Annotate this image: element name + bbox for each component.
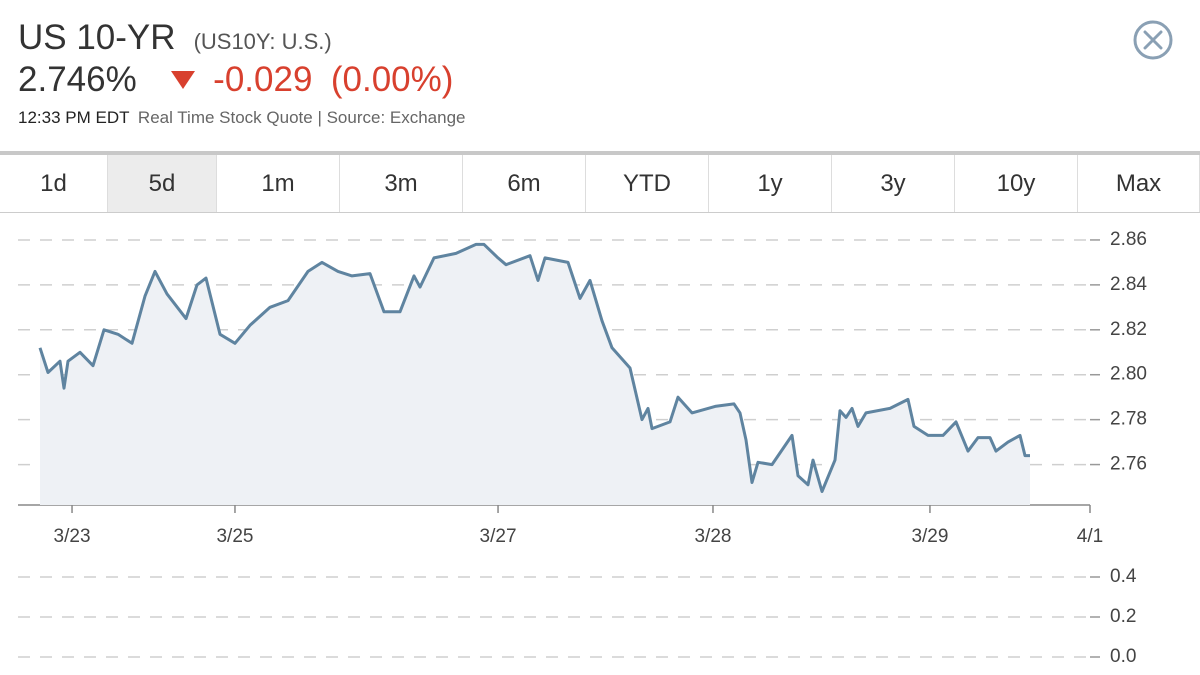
range-tab[interactable]: 1d bbox=[0, 155, 108, 212]
range-tab[interactable]: 1m bbox=[217, 155, 340, 212]
y-tick-label: 0.0 bbox=[1110, 646, 1136, 667]
title: US 10-YR bbox=[18, 18, 176, 57]
x-tick-label: 4/1 bbox=[1077, 526, 1103, 547]
title-row: US 10-YR (US10Y: U.S.) bbox=[18, 18, 466, 58]
y-tick-label: 2.82 bbox=[1110, 319, 1147, 340]
y-tick-label: 2.80 bbox=[1110, 364, 1147, 385]
y-tick-label: 0.4 bbox=[1110, 566, 1137, 587]
change-percent: (0.00%) bbox=[330, 60, 454, 99]
x-tick-label: 3/27 bbox=[480, 526, 517, 547]
x-tick-label: 3/25 bbox=[216, 526, 253, 547]
y-tick-label: 2.86 bbox=[1110, 229, 1147, 250]
range-tab[interactable]: YTD bbox=[586, 155, 709, 212]
range-tab[interactable]: 3y bbox=[832, 155, 955, 212]
price: 2.746% bbox=[18, 60, 137, 99]
range-tab[interactable]: 6m bbox=[463, 155, 586, 212]
x-tick-label: 3/29 bbox=[911, 526, 948, 547]
change: -0.029 bbox=[213, 60, 313, 99]
close-button[interactable] bbox=[1132, 19, 1174, 61]
range-tab[interactable]: 10y bbox=[955, 155, 1078, 212]
quote-time: 12:33 PM EDT bbox=[18, 108, 130, 127]
y-tick-label: 2.76 bbox=[1110, 454, 1147, 475]
x-tick-label: 3/28 bbox=[694, 526, 731, 547]
quote-row: 2.746% -0.029 (0.00%) bbox=[18, 60, 466, 100]
range-tab[interactable]: 3m bbox=[340, 155, 463, 212]
y-tick-label: 0.2 bbox=[1110, 606, 1136, 627]
header: US 10-YR (US10Y: U.S.) 2.746% -0.029 (0.0… bbox=[18, 18, 466, 128]
separator bbox=[0, 151, 1200, 155]
y-tick-label: 2.78 bbox=[1110, 409, 1147, 430]
range-tab[interactable]: 5d bbox=[108, 155, 217, 212]
area-fill bbox=[40, 244, 1030, 505]
time-row: 12:33 PM EDT Real Time Stock Quote | Sou… bbox=[18, 108, 466, 128]
y-tick-label: 2.84 bbox=[1110, 274, 1147, 295]
symbol: (US10Y: U.S.) bbox=[193, 29, 332, 54]
x-tick-label: 3/23 bbox=[54, 526, 91, 547]
quote-source: Real Time Stock Quote | Source: Exchange bbox=[137, 108, 466, 127]
range-tabs: 1d 5d 1m 3m 6m YTD 1y 3y 10y Max bbox=[0, 155, 1200, 213]
down-arrow bbox=[171, 71, 196, 89]
range-tab[interactable]: 1y bbox=[709, 155, 832, 212]
price-line bbox=[38, 242, 1030, 493]
